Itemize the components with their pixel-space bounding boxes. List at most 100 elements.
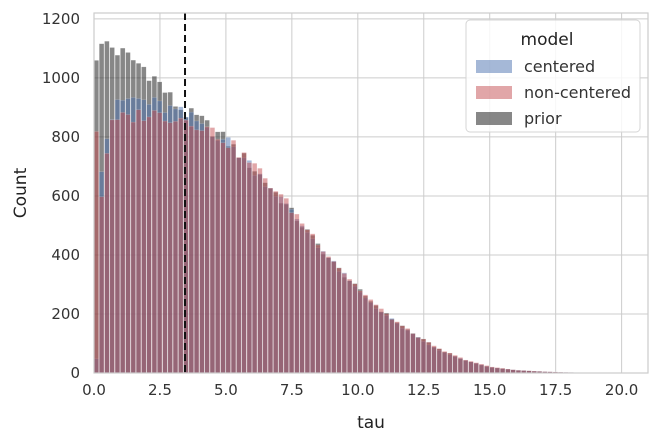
y-axis-title: Count [11,167,31,218]
bar [315,244,321,374]
bar [283,198,289,374]
bar [209,127,215,374]
x-tick-label: 0.0 [82,381,106,399]
bar [188,125,194,374]
bar [436,348,442,374]
bar [289,212,295,374]
bar [167,122,173,374]
bar [241,152,247,374]
series-non-centered [93,109,622,374]
bar [230,140,237,374]
x-tick-label: 10.0 [341,381,374,399]
bar [220,142,226,374]
x-tick-label: 15.0 [473,381,506,399]
bar [246,162,252,374]
legend-label: non-centered [524,83,631,102]
bar [494,367,500,374]
bar [162,120,168,374]
bar [489,366,495,374]
bar [415,337,421,374]
bar [278,194,284,374]
y-tick-label: 1000 [42,69,80,87]
histogram-bars [93,41,622,374]
bar [310,233,316,374]
x-tick-label: 17.5 [539,381,572,399]
bar [405,328,411,374]
bar [457,357,463,374]
legend-title: model [521,30,574,50]
bar [331,261,337,374]
bar [130,121,136,374]
bar [447,352,453,374]
bar [500,367,506,374]
bar [178,117,184,374]
bar [199,130,205,374]
bar [320,251,326,374]
bar [136,109,142,374]
bar [157,112,163,374]
bar [172,121,179,374]
y-tick-label: 0 [70,364,80,382]
bar [463,359,469,374]
bar [341,273,347,374]
y-tick-label: 800 [51,128,80,146]
bar [114,119,120,374]
bar [394,321,400,374]
bar [304,229,310,374]
x-tick-label: 12.5 [407,381,440,399]
bar [257,168,263,374]
axis-ticks: 0.0 2.5 5.0 7.5 10.0 12.5 15.0 17.5 20.0 0 200 400 6… [42,10,639,399]
legend-swatch [476,60,512,73]
bar [262,178,268,374]
bar [473,362,479,374]
bar [431,345,437,374]
bar [93,131,99,374]
x-tick-label: 2.5 [148,381,172,399]
bar [399,325,405,374]
bar [125,114,131,374]
x-tick-label: 5.0 [214,381,238,399]
bar [99,196,105,374]
x-axis-title: tau [357,413,385,433]
bar [426,342,432,374]
bar [373,304,379,374]
bar [109,119,115,374]
bar [325,256,332,374]
bar [389,319,395,374]
bar [225,147,231,374]
legend-label: prior [524,109,562,128]
bar [378,308,384,374]
bar [236,157,242,374]
bar [357,290,363,374]
x-tick-label: 7.5 [280,381,304,399]
bar [267,187,273,374]
bar [452,355,458,374]
bar [362,294,368,374]
bar [104,153,110,374]
legend-box [465,19,641,133]
y-tick-label: 400 [51,246,80,264]
bar [410,333,416,374]
bar [420,338,427,374]
bar [336,267,342,374]
legend-label: centered [524,57,595,76]
bar [215,139,221,374]
bar [146,116,152,374]
bar [299,223,305,374]
bar [368,299,374,374]
bar [294,213,300,374]
x-tick-label: 20.0 [605,381,638,399]
bar [383,313,390,374]
y-tick-label: 200 [51,305,80,323]
legend-swatch [476,86,512,99]
bar [442,351,448,374]
bar [194,129,200,374]
bar [252,163,258,374]
legend-entries: centered non-centered prior [476,57,631,128]
bar [204,126,210,374]
y-tick-label: 600 [51,187,80,205]
bar [468,361,474,374]
bar [120,112,126,374]
